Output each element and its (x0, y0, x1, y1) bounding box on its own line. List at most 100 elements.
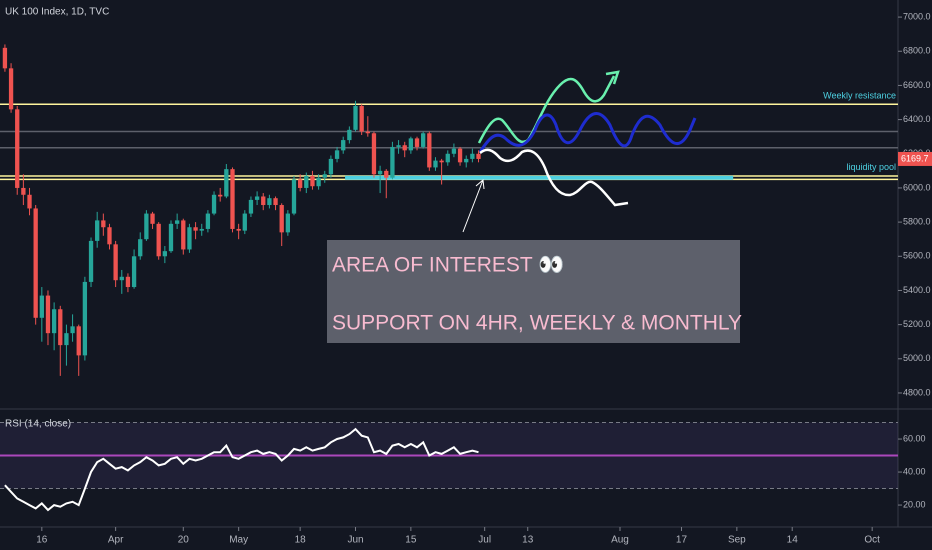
candle-body (322, 174, 327, 178)
x-tick-label: Aug (611, 535, 629, 546)
candle-body (199, 228, 204, 231)
candle-body (236, 228, 241, 231)
y-tick-label: 6400.0 (903, 114, 931, 124)
candle-body (414, 138, 420, 147)
y-tick-label: 5400.0 (903, 285, 931, 295)
candle-body (427, 133, 432, 168)
y-tick-label: 60.00 (903, 433, 926, 443)
candle-body (359, 105, 364, 132)
y-tick-label: 5800.0 (903, 216, 931, 226)
candle-body (476, 153, 481, 159)
x-tick-label: 18 (295, 535, 307, 546)
candle-body (267, 198, 272, 206)
candle-body (230, 169, 235, 229)
candle-body (76, 326, 81, 356)
candle-body (291, 179, 297, 214)
x-tick-label: 15 (405, 535, 417, 546)
candle-body (162, 251, 167, 257)
candle-body (218, 194, 223, 197)
zone-label: liquidity pool (846, 162, 896, 172)
candle-body (70, 326, 75, 334)
candle-body (316, 177, 321, 187)
candle-body (334, 150, 340, 159)
candle-body (371, 133, 377, 175)
projection-white (479, 148, 629, 207)
candle-body (457, 148, 463, 163)
candle-body (82, 281, 88, 356)
candle-body (279, 205, 284, 233)
candle-body (58, 309, 63, 346)
x-tick-label: Oct (864, 535, 880, 546)
candle-body (101, 220, 106, 228)
candle-body (211, 194, 217, 214)
y-tick-label: 5600.0 (903, 251, 931, 261)
candle-body (224, 169, 229, 197)
candle-body (15, 109, 20, 188)
y-tick-label: 6000.0 (903, 182, 931, 192)
candle-body (248, 199, 254, 214)
annotation: AREA OF INTEREST 👀 (332, 254, 564, 277)
y-tick-label: 6600.0 (903, 80, 931, 90)
y-tick-label: 20.00 (903, 499, 926, 509)
annotation-box (327, 240, 740, 343)
candle-body (254, 196, 260, 200)
y-tick-label: 5200.0 (903, 319, 931, 329)
candle-body (168, 223, 174, 252)
chart-title: UK 100 Index, 1D, TVC (5, 7, 109, 18)
candle-body (470, 153, 475, 159)
candle-body (138, 239, 143, 257)
candle-body (347, 129, 352, 141)
last-price-label: 6169.7 (901, 153, 929, 163)
drawings (462, 70, 697, 233)
candle-body (64, 333, 69, 346)
candle-body (51, 309, 57, 334)
candle-body (2, 47, 8, 69)
candle-body (421, 133, 426, 147)
x-tick-label: 13 (522, 535, 534, 546)
candle-body (273, 198, 278, 206)
x-tick-label: 14 (787, 535, 799, 546)
candle-body (174, 220, 180, 224)
x-tick-label: Jun (347, 535, 363, 546)
candle-body (131, 256, 137, 288)
candle-body (193, 227, 198, 231)
x-tick-label: 20 (178, 535, 190, 546)
candle-body (45, 295, 51, 334)
x-tick-label: Apr (108, 535, 124, 546)
candle-body (125, 276, 131, 288)
candle-body (107, 227, 112, 245)
x-tick-label: Sep (728, 535, 746, 546)
x-tick-label: 17 (676, 535, 688, 546)
candle-body (341, 140, 346, 151)
candle-body (39, 295, 44, 318)
candle-body (298, 179, 303, 188)
x-tick-label: 16 (36, 535, 48, 546)
candle-body (445, 153, 450, 163)
candle-body (464, 158, 469, 163)
y-tick-label: 40.00 (903, 466, 926, 476)
candle-body (33, 208, 38, 318)
candle-body (439, 160, 444, 163)
candle-body (8, 68, 14, 110)
candle-body (310, 175, 315, 187)
candle-body (113, 244, 118, 281)
candle-body (88, 240, 94, 282)
candle-body (408, 138, 414, 151)
rsi-title: RSI (14, close) (5, 419, 71, 430)
candle-body (261, 196, 266, 206)
level-label: Weekly resistance (823, 91, 896, 101)
candle-body (402, 145, 407, 151)
last-price-box (898, 151, 932, 166)
candle-body (328, 158, 334, 175)
rsi-line (4, 427, 479, 512)
y-tick-label: 7000.0 (903, 11, 931, 21)
y-tick-label: 6800.0 (903, 46, 931, 56)
candle-body (95, 220, 100, 241)
candle-body (304, 175, 309, 188)
arrow-head (605, 70, 620, 85)
candle-body (384, 170, 389, 178)
candle-body (150, 213, 155, 224)
candle-body (353, 105, 358, 130)
candle-body (187, 227, 192, 250)
